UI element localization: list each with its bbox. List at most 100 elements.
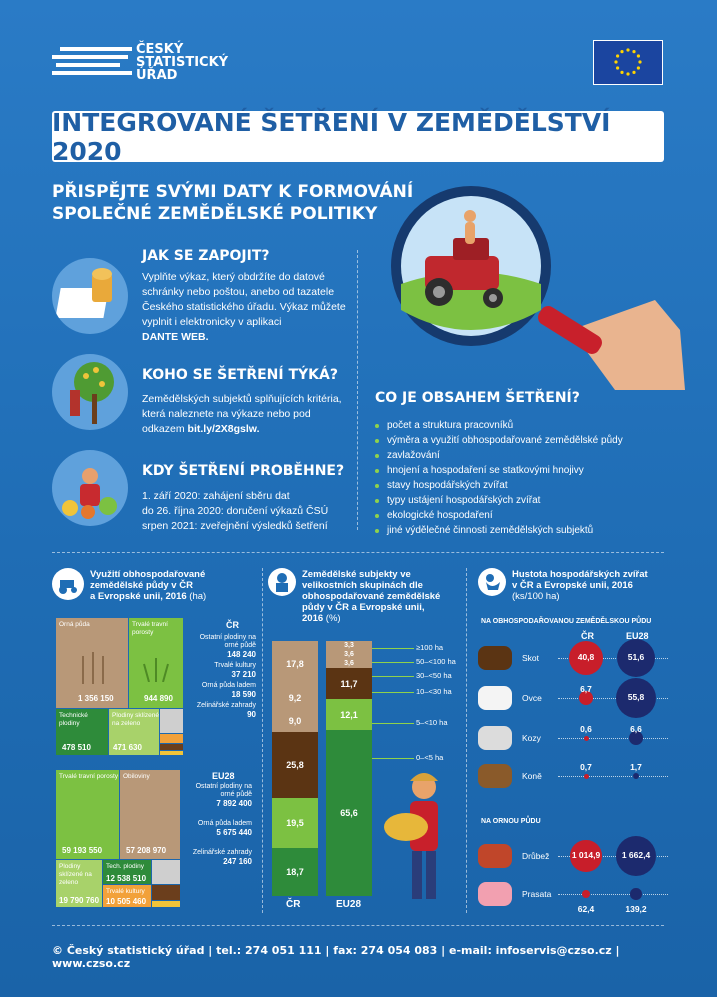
rooster-icon (478, 568, 506, 596)
legend-item: 30–<50 ha (416, 671, 452, 680)
animal-label: Ovce (522, 693, 542, 703)
eu-tile-ladem (152, 885, 180, 900)
size-bar-chart: 17,8 9,2 9,0 25,8 19,5 18,7 3,3 3,6 3,6 … (272, 641, 472, 910)
list-item: hnojení a hospodaření se statkovými hnoj… (375, 463, 675, 478)
bar-cat-label: EU28 (336, 899, 362, 910)
panel1-title: Využití obhospodařované zemědělské půdy … (90, 569, 207, 602)
bar-seg: 19,5 (272, 798, 318, 848)
bar-seg: 3,3 (326, 641, 372, 650)
magnifier-tractor-illustration (385, 180, 685, 390)
bar-seg: 9,2 (272, 686, 318, 709)
section-text-koho: Zemědělských subjektů splňujících kritér… (142, 393, 342, 435)
cr-bubble (583, 773, 589, 779)
cr-value: 0,7 (580, 762, 592, 772)
section-text-kdy: 1. září 2020: zahájení sběru dat do 26. … (142, 490, 329, 532)
divider (357, 250, 358, 530)
animal-icon (478, 764, 512, 788)
section-heading-jak: JAK SE ZAPOJIT? (142, 248, 270, 264)
tile-kultury (160, 734, 183, 743)
density-sub2: NA ORNOU PŮDU (481, 818, 541, 825)
legend-item: 5–<10 ha (416, 718, 448, 727)
dante-web-link[interactable]: DANTE WEB. (142, 331, 209, 343)
cr-bubble (568, 640, 604, 676)
eu-label: EU28 (212, 771, 235, 781)
list-item: zavlažování (375, 448, 675, 463)
animal-icon (478, 726, 512, 750)
list-item: ekologické hospodaření (375, 508, 675, 523)
section-heading-koho: KOHO SE ŠETŘENÍ TÝKÁ? (142, 367, 338, 383)
bar-seg: 9,0 (272, 709, 318, 732)
row-line (558, 658, 668, 659)
cr-bubble (582, 890, 590, 898)
cr-value: 0,6 (580, 724, 592, 734)
divider (466, 568, 467, 913)
content-list: počet a struktura pracovníků výměra a vy… (375, 418, 675, 538)
cr-side-list: Ostatní plodiny na orné půdě 148 240 Trv… (196, 634, 256, 719)
bar-seg: 12,1 (326, 699, 372, 730)
legend-item: 0–<5 ha (416, 753, 444, 762)
bar-seg: 3,6 (326, 650, 372, 659)
eu-value: 51,6 (627, 652, 645, 662)
cr-value: 1 014,9 (571, 850, 601, 860)
panel2-title: Zemědělské subjekty ve velikostních skup… (302, 569, 441, 624)
tile-pz: Plodiny sklízené na zeleno 471 630 (109, 709, 159, 755)
legend-item: 50–<100 ha (416, 657, 456, 666)
animal-label: Kozy (522, 733, 541, 743)
cr-value: 6,7 (580, 684, 592, 694)
section-heading-obsah: CO JE OBSAHEM ŠETŘENÍ? (375, 390, 580, 406)
panel3-title: Hustota hospodářských zvířat v ČR a Evro… (512, 569, 648, 602)
density-chart: Skot 40,8 51,6 Ovce 6,7 55,8 Kozy 0,6 6,6 Koně 0,7… (478, 638, 678, 914)
eu-value: 1,7 (630, 762, 642, 772)
tree-farmer-icon (52, 354, 128, 430)
animal-label: Koně (522, 771, 542, 781)
row-line (558, 894, 668, 895)
eu-bubble (616, 638, 656, 678)
cr-value: 62,4 (577, 904, 595, 914)
eu-value: 1 662,4 (621, 850, 651, 860)
eu-tile-ttp: Trvalé travní porosty 59 193 550 (56, 770, 119, 859)
cr-bubble (570, 840, 602, 872)
divider (262, 568, 263, 913)
bar-seg: 65,6 (326, 730, 372, 896)
farmer-icon (268, 568, 296, 596)
row-line (558, 738, 668, 739)
animal-icon (478, 844, 512, 868)
eu-value: 6,6 (630, 724, 642, 734)
animal-label: Prasata (522, 889, 552, 899)
bar-seg: 18,7 (272, 848, 318, 896)
eu-tile-pz: Plodiny sklízené na zeleno 19 790 760 (56, 860, 102, 907)
divider (52, 552, 664, 553)
density-sub1: NA OBHOSPODAŘOVANOU ZEMĚDĚLSKOU PŮDU (481, 618, 652, 625)
bar-cat-label: ČR (286, 899, 301, 910)
csu-logo-bars (52, 47, 132, 79)
legend-item: 10–<30 ha (416, 687, 452, 696)
eu-bubble (630, 888, 642, 900)
subtitle: PŘISPĚJTE SVÝMI DATY K FORMOVÁNÍ SPOLEČN… (52, 182, 414, 224)
bitly-link[interactable]: bit.ly/2X8gslw. (187, 423, 260, 435)
cr-bubble (579, 691, 593, 705)
animal-label: Drůbež (522, 851, 550, 861)
tile-orna: Orná půda 1 356 150 (56, 618, 128, 708)
tile-tech: Technické plodiny 478 510 (56, 709, 108, 755)
eu-bubble (632, 772, 640, 780)
col-eu: EU28 (626, 631, 649, 641)
tractor-icon (52, 568, 84, 600)
cr-label: ČR (226, 620, 239, 630)
list-item: počet a struktura pracovníků (375, 418, 675, 433)
eu-tile-tk: Trvalé kultury 10 505 460 (103, 885, 151, 907)
row-line (558, 698, 668, 699)
farmer-grain-illustration (380, 765, 462, 905)
animal-icon (478, 686, 512, 710)
footer: © Český statistický úřad | tel.: 274 051… (52, 944, 620, 970)
eu-side-list: Ostatní plodiny na orné půdě 7 892 400 O… (192, 783, 252, 866)
eu-tile-orna: Obiloviny 57 208 970 (120, 770, 180, 859)
harvest-icon (52, 450, 128, 526)
bar-seg: 25,8 (272, 732, 318, 798)
eu-tile-ostatni (152, 860, 180, 884)
list-item: typy ustájení hospodářských zvířat (375, 493, 675, 508)
bar-seg: 17,8 (272, 641, 318, 686)
tile-ostatni (160, 709, 183, 733)
eu-tile-zahrady (152, 901, 180, 907)
csu-logo-text: ČESKÝ STATISTICKÝ ÚŘAD (136, 42, 229, 83)
animal-icon (478, 646, 512, 670)
